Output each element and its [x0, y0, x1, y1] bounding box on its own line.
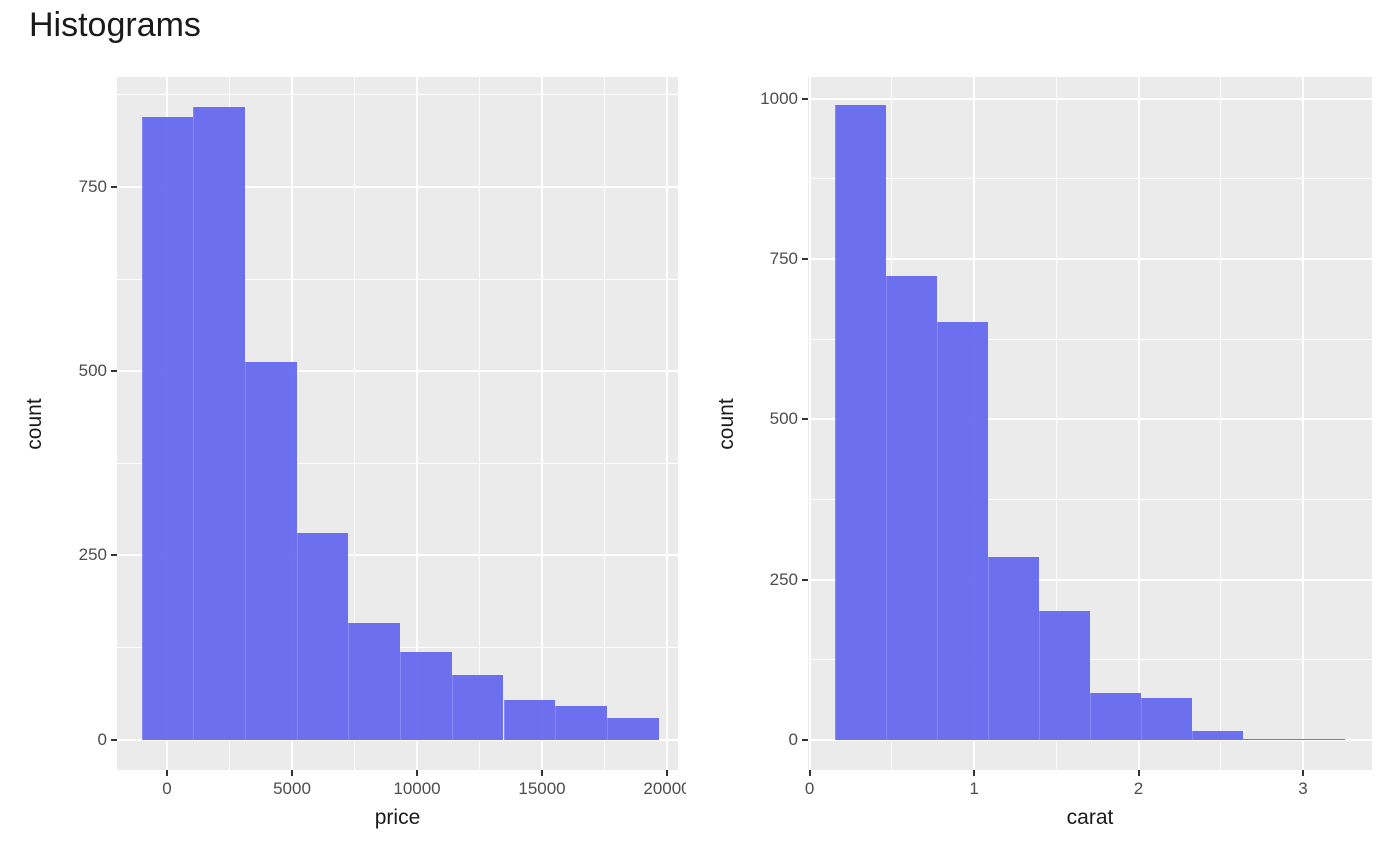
y-tick-mark [111, 185, 117, 188]
y-tick-mark [111, 554, 117, 557]
y-tick-mark [802, 97, 808, 100]
x-tick-label: 10000 [393, 779, 441, 798]
gridline-minor-y [808, 178, 1372, 180]
y-axis-title: count [715, 397, 738, 450]
histogram-bar [1191, 730, 1243, 740]
histogram-bar [1090, 693, 1141, 740]
gridline-minor-y [117, 278, 678, 280]
x-tick-label: 0 [804, 779, 815, 798]
x-tick-label: 20000 [643, 779, 686, 798]
histogram-bar [503, 699, 556, 740]
gridline-major-x [808, 77, 811, 770]
histogram-bar [555, 705, 607, 740]
gridline-major-y [117, 185, 678, 188]
gridline-major-x [1137, 77, 1140, 770]
histogram-bar [988, 556, 1040, 740]
y-tick-label: 1000 [760, 88, 798, 108]
histogram-bar [141, 116, 194, 740]
y-tick-label: 500 [78, 361, 107, 381]
gridline-major-x [416, 77, 418, 770]
x-tick-mark [291, 770, 293, 776]
y-tick-label: 750 [769, 249, 798, 269]
histogram-bar [296, 533, 349, 740]
y-tick-mark [111, 738, 117, 741]
x-tick-label: 3 [1298, 779, 1308, 798]
gridline-minor-x [479, 77, 480, 770]
histogram-bar [1140, 697, 1192, 740]
y-tick-label: 250 [769, 569, 798, 589]
y-tick-label: 750 [78, 176, 107, 196]
gridline-minor-y [808, 659, 1372, 661]
histogram-price-plot: 0 5000 10000 15000 20000 0 250 500 750 price cou… [0, 0, 686, 866]
x-tick-mark [541, 770, 543, 776]
x-tick-mark [808, 770, 811, 776]
x-tick-label: 5000 [273, 779, 311, 798]
gridline-major-y [117, 554, 678, 557]
x-tick-mark [416, 770, 418, 776]
histogram-bar [886, 276, 938, 740]
x-tick-mark [666, 770, 668, 776]
gridline-minor-y [808, 498, 1372, 500]
x-tick-mark [973, 770, 976, 776]
histogram-bar [835, 104, 887, 740]
histogram-bar [348, 623, 401, 740]
gridline-minor-x [604, 77, 605, 770]
y-tick-label: 0 [788, 729, 798, 749]
gridline-major-y [808, 578, 1372, 581]
x-tick-label: 1 [969, 779, 979, 798]
x-axis-title: carat [1066, 806, 1114, 829]
gridline-major-y [117, 370, 678, 373]
gridline-major-y [117, 738, 678, 741]
gridline-minor-x [1220, 77, 1222, 770]
gridline-major-y [808, 738, 1372, 741]
y-tick-mark [802, 578, 808, 581]
y-axis-title: count [23, 397, 46, 450]
histogram-bar [606, 718, 659, 740]
gridline-minor-y [117, 462, 678, 464]
gridline-major-y [808, 258, 1372, 261]
y-tick-label: 500 [769, 409, 798, 429]
x-tick-mark [166, 770, 168, 776]
histogram-bar [1039, 611, 1090, 740]
x-tick-label: 2 [1133, 779, 1144, 798]
plot-title: Histograms [29, 6, 201, 44]
x-tick-label: 15000 [518, 779, 566, 798]
y-tick-mark [111, 370, 117, 373]
y-tick-mark [802, 258, 808, 261]
y-tick-mark [802, 418, 808, 421]
gridline-minor-y [117, 94, 678, 96]
histogram-bar [451, 674, 504, 740]
x-tick-mark [1301, 770, 1304, 776]
gridline-major-y [808, 418, 1372, 421]
y-tick-mark [802, 738, 808, 741]
x-axis-title: price [374, 806, 421, 829]
histogram-bar [1242, 738, 1294, 740]
gridline-major-y [808, 97, 1372, 100]
x-tick-mark [1137, 770, 1140, 776]
gridline-minor-x [354, 77, 355, 770]
y-tick-label: 0 [97, 729, 107, 749]
gridline-major-x [1301, 77, 1304, 770]
gridline-major-x [541, 77, 543, 770]
gridline-minor-y [808, 338, 1372, 340]
histogram-bar [1293, 738, 1345, 740]
x-tick-label: 0 [162, 779, 172, 798]
histogram-bar [937, 321, 989, 740]
histogram-bar [193, 107, 245, 740]
gridline-major-x [666, 77, 668, 770]
histogram-bar [245, 361, 297, 740]
histogram-carat-plot: 0 1 2 3 0 250 500 750 1000 carat count [700, 0, 1400, 866]
histogram-bar [400, 652, 452, 740]
gridline-minor-x [1055, 77, 1057, 770]
y-tick-label: 250 [78, 545, 107, 565]
